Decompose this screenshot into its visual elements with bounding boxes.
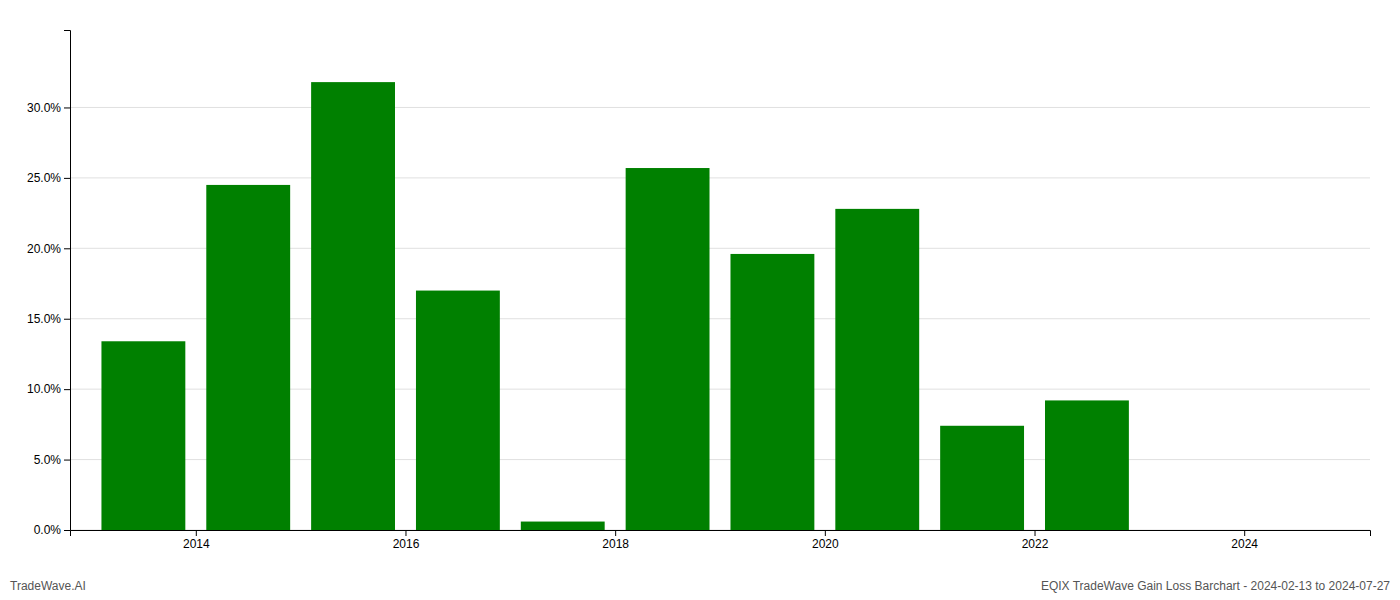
y-tick: 25.0% — [27, 171, 70, 185]
x-tick-mark — [1244, 530, 1245, 536]
bar — [416, 291, 500, 530]
grid-line — [70, 107, 1370, 108]
y-tick: 20.0% — [27, 242, 70, 256]
bar — [206, 185, 290, 530]
y-tick-mark — [64, 460, 70, 461]
x-tick-mark — [825, 530, 826, 536]
y-tick: 5.0% — [34, 453, 70, 467]
x-tick: 2020 — [812, 530, 839, 551]
x-tick-mark — [615, 530, 616, 536]
x-tick-label: 2014 — [183, 537, 210, 551]
y-tick-label: 5.0% — [34, 453, 62, 467]
bars — [101, 82, 1128, 530]
bar — [1045, 400, 1129, 530]
y-tick-label: 10.0% — [27, 382, 61, 396]
y-tick-label: 20.0% — [27, 242, 61, 256]
y-axis-line — [64, 31, 71, 531]
footer-left: TradeWave.AI — [10, 579, 86, 593]
bar — [1150, 530, 1234, 531]
bar — [835, 209, 919, 530]
y-tick: 30.0% — [27, 101, 70, 115]
y-tick: 15.0% — [27, 312, 70, 326]
y-tick-label: 25.0% — [27, 171, 61, 185]
y-tick: 0.0% — [34, 523, 70, 537]
x-tick-mark — [196, 530, 197, 536]
y-axis: 0.0% 5.0% 10.0% 15.0% 20.0% 25.0% 30.0% — [27, 31, 71, 538]
y-tick-mark — [64, 107, 70, 108]
x-tick: 2024 — [1231, 530, 1258, 551]
x-tick-label: 2022 — [1022, 537, 1049, 551]
y-tick-mark — [64, 248, 70, 249]
bar — [311, 82, 395, 530]
grid-line — [70, 177, 1370, 178]
bar — [940, 426, 1024, 530]
y-tick-mark — [64, 319, 70, 320]
y-tick: 10.0% — [27, 382, 70, 396]
chart-svg: 0.0%5.0%10.0%15.0%20.0%25.0%30.0%2014201… — [0, 0, 1400, 600]
bar — [730, 254, 814, 530]
bar — [626, 168, 710, 530]
y-tick-label: 30.0% — [27, 101, 61, 115]
x-axis: 2014 2016 2018 2020 2022 2024 — [71, 530, 1371, 551]
y-tick-mark — [64, 389, 70, 390]
footer-right: EQIX TradeWave Gain Loss Barchart - 2024… — [1041, 579, 1390, 593]
x-tick-label: 2018 — [602, 537, 629, 551]
y-tick-mark — [64, 178, 70, 179]
x-tick-label: 2020 — [812, 537, 839, 551]
y-tick-mark — [64, 530, 70, 531]
x-tick-label: 2016 — [393, 537, 420, 551]
plot-area: 0.0%5.0%10.0%15.0%20.0%25.0%30.0%2014201… — [27, 31, 1371, 551]
x-tick: 2018 — [602, 530, 629, 551]
bar — [101, 341, 185, 530]
x-tick-mark — [1035, 530, 1036, 536]
x-tick: 2016 — [393, 530, 420, 551]
y-tick-label: 15.0% — [27, 312, 61, 326]
x-tick: 2014 — [183, 530, 210, 551]
grid — [70, 107, 1370, 530]
x-tick: 2022 — [1022, 530, 1049, 551]
x-axis-line — [71, 531, 1371, 537]
x-tick-mark — [405, 530, 406, 536]
x-tick-label: 2024 — [1231, 537, 1258, 551]
y-tick-label: 0.0% — [34, 523, 62, 537]
bar — [521, 522, 605, 530]
